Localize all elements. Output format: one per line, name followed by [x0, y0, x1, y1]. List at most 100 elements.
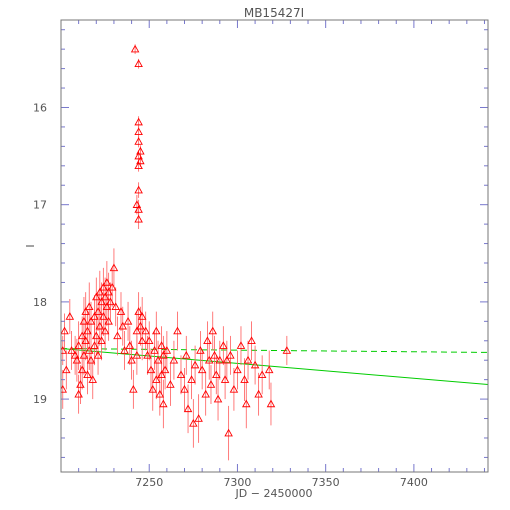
data-point [182, 350, 191, 359]
data-point [74, 389, 83, 398]
data-point [125, 341, 135, 349]
data-point [176, 370, 186, 379]
data-point [134, 185, 143, 194]
data-point [107, 282, 117, 291]
data-point [130, 44, 140, 53]
data-point [136, 156, 145, 165]
data-point [134, 127, 143, 136]
data-point [79, 316, 89, 325]
data-point [189, 418, 198, 427]
data-point [204, 355, 214, 364]
data-point [169, 355, 179, 364]
data-point [62, 365, 71, 374]
data-point [210, 350, 219, 359]
y-tick-label: 18 [33, 296, 47, 309]
fit-line-dashed [61, 348, 488, 353]
data-point [136, 321, 145, 330]
data-point [83, 370, 92, 379]
data-point [65, 312, 75, 320]
data-point [86, 316, 96, 325]
data-point [132, 200, 142, 208]
data-point [134, 214, 143, 223]
data-point [264, 365, 274, 374]
data-point [93, 350, 103, 359]
data-point [134, 137, 143, 145]
data-point [201, 389, 210, 398]
data-point [102, 278, 112, 286]
y-tick-label: 19 [33, 393, 47, 406]
data-point [136, 146, 145, 155]
data-point [148, 384, 158, 393]
y-tick-label: 16 [33, 101, 47, 114]
data-point [162, 346, 172, 354]
data-point [90, 341, 99, 349]
data-point [118, 321, 128, 330]
data-point [95, 321, 105, 330]
y-tick-label: 17 [33, 199, 47, 212]
data-point [93, 307, 103, 315]
data-point [233, 365, 242, 374]
data-point [157, 341, 166, 349]
data-point [134, 205, 143, 213]
data-point [92, 331, 101, 340]
data-point [282, 346, 292, 354]
data-point [129, 384, 138, 393]
data-point [83, 326, 92, 335]
data-point [81, 336, 90, 345]
data-point [243, 355, 253, 364]
x-tick-label: 7350 [312, 476, 340, 489]
data-point [90, 312, 99, 320]
data-point [111, 302, 120, 311]
data-point [194, 414, 203, 422]
data-point [88, 375, 98, 383]
data-point [206, 380, 216, 388]
data-point [100, 326, 110, 335]
data-point [132, 326, 142, 335]
data-point [226, 350, 235, 359]
data-point [159, 399, 168, 408]
data-point [208, 326, 218, 335]
data-point [74, 341, 83, 349]
data-point [77, 331, 87, 340]
data-point [97, 297, 106, 306]
data-point [84, 302, 94, 311]
axis-ticks: 7250 7300 7350 7400 16 17 18 19 [33, 20, 488, 489]
data-point [242, 399, 251, 408]
data-point [155, 389, 165, 398]
data-point [99, 282, 108, 291]
data-point [213, 394, 223, 403]
data-point [180, 384, 189, 393]
data-point [219, 341, 228, 349]
data-point [160, 365, 170, 374]
data-point [183, 404, 193, 413]
fit-line-solid [61, 348, 488, 386]
data-point [134, 307, 143, 315]
data-point [106, 297, 115, 306]
data-point [143, 350, 152, 359]
plot-area [61, 44, 488, 461]
data-point [70, 350, 80, 359]
y-axis-title: I [24, 244, 37, 247]
data-point [153, 355, 163, 364]
data-point [229, 384, 239, 393]
data-point [240, 375, 249, 383]
data-point [173, 326, 182, 335]
data-point [220, 375, 230, 383]
data-point [134, 117, 143, 126]
data-point [187, 375, 196, 383]
data-point [222, 355, 232, 364]
data-point [113, 331, 122, 340]
data-point [257, 370, 267, 379]
data-point [109, 263, 119, 272]
data-point [92, 292, 101, 301]
data-point [190, 360, 200, 369]
data-point [157, 370, 166, 379]
data-point [76, 380, 85, 388]
data-point [137, 336, 147, 345]
data-point [141, 326, 150, 335]
x-tick-label: 7300 [223, 476, 251, 489]
data-point [132, 350, 142, 359]
data-point [197, 365, 207, 374]
data-point [247, 336, 256, 345]
data-point [72, 355, 82, 364]
